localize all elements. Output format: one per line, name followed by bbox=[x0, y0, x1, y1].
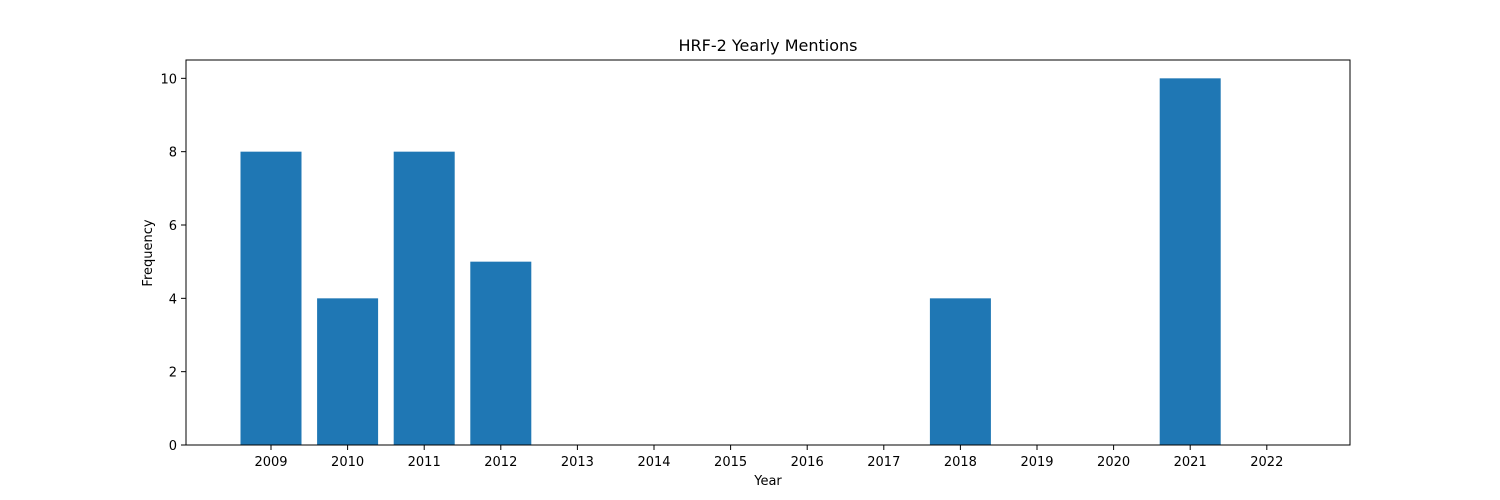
x-tick-label-2016: 2016 bbox=[791, 455, 824, 470]
y-tick-label-2: 2 bbox=[169, 366, 177, 381]
bar-2012 bbox=[470, 261, 532, 445]
bar-2011 bbox=[393, 151, 455, 445]
x-axis-ticks: 2009 2010 2011 2012 2013 2014 2015 2016 2017 2018… bbox=[254, 445, 1283, 470]
bar-2018 bbox=[929, 298, 991, 445]
x-tick-label-2018: 2018 bbox=[944, 455, 977, 470]
x-axis-label: Year bbox=[753, 474, 782, 489]
y-tick-label-8: 8 bbox=[169, 146, 177, 161]
y-axis-label: Frequency bbox=[141, 219, 156, 286]
x-tick-label-2012: 2012 bbox=[484, 455, 517, 470]
x-tick-label-2021: 2021 bbox=[1174, 455, 1207, 470]
x-tick-label-2020: 2020 bbox=[1097, 455, 1130, 470]
bar-2021 bbox=[1159, 78, 1221, 445]
x-tick-label-2013: 2013 bbox=[561, 455, 594, 470]
x-tick-label-2019: 2019 bbox=[1020, 455, 1053, 470]
x-tick-label-2011: 2011 bbox=[408, 455, 441, 470]
bar-2009 bbox=[240, 151, 302, 445]
x-tick-label-2009: 2009 bbox=[254, 455, 287, 470]
bars-group bbox=[240, 78, 1221, 445]
bar-2010 bbox=[317, 298, 379, 445]
y-tick-label-4: 4 bbox=[169, 292, 177, 307]
x-tick-label-2010: 2010 bbox=[331, 455, 364, 470]
y-tick-label-6: 6 bbox=[169, 219, 177, 234]
chart-title: HRF-2 Yearly Mentions bbox=[678, 36, 857, 55]
y-tick-label-0: 0 bbox=[169, 439, 177, 454]
x-tick-label-2014: 2014 bbox=[637, 455, 670, 470]
y-axis-ticks: 0 2 4 6 8 10 bbox=[160, 72, 186, 454]
x-tick-label-2022: 2022 bbox=[1250, 455, 1283, 470]
y-tick-label-10: 10 bbox=[160, 72, 177, 87]
x-tick-label-2017: 2017 bbox=[867, 455, 900, 470]
x-tick-label-2015: 2015 bbox=[714, 455, 747, 470]
plot-frame bbox=[185, 59, 1351, 446]
